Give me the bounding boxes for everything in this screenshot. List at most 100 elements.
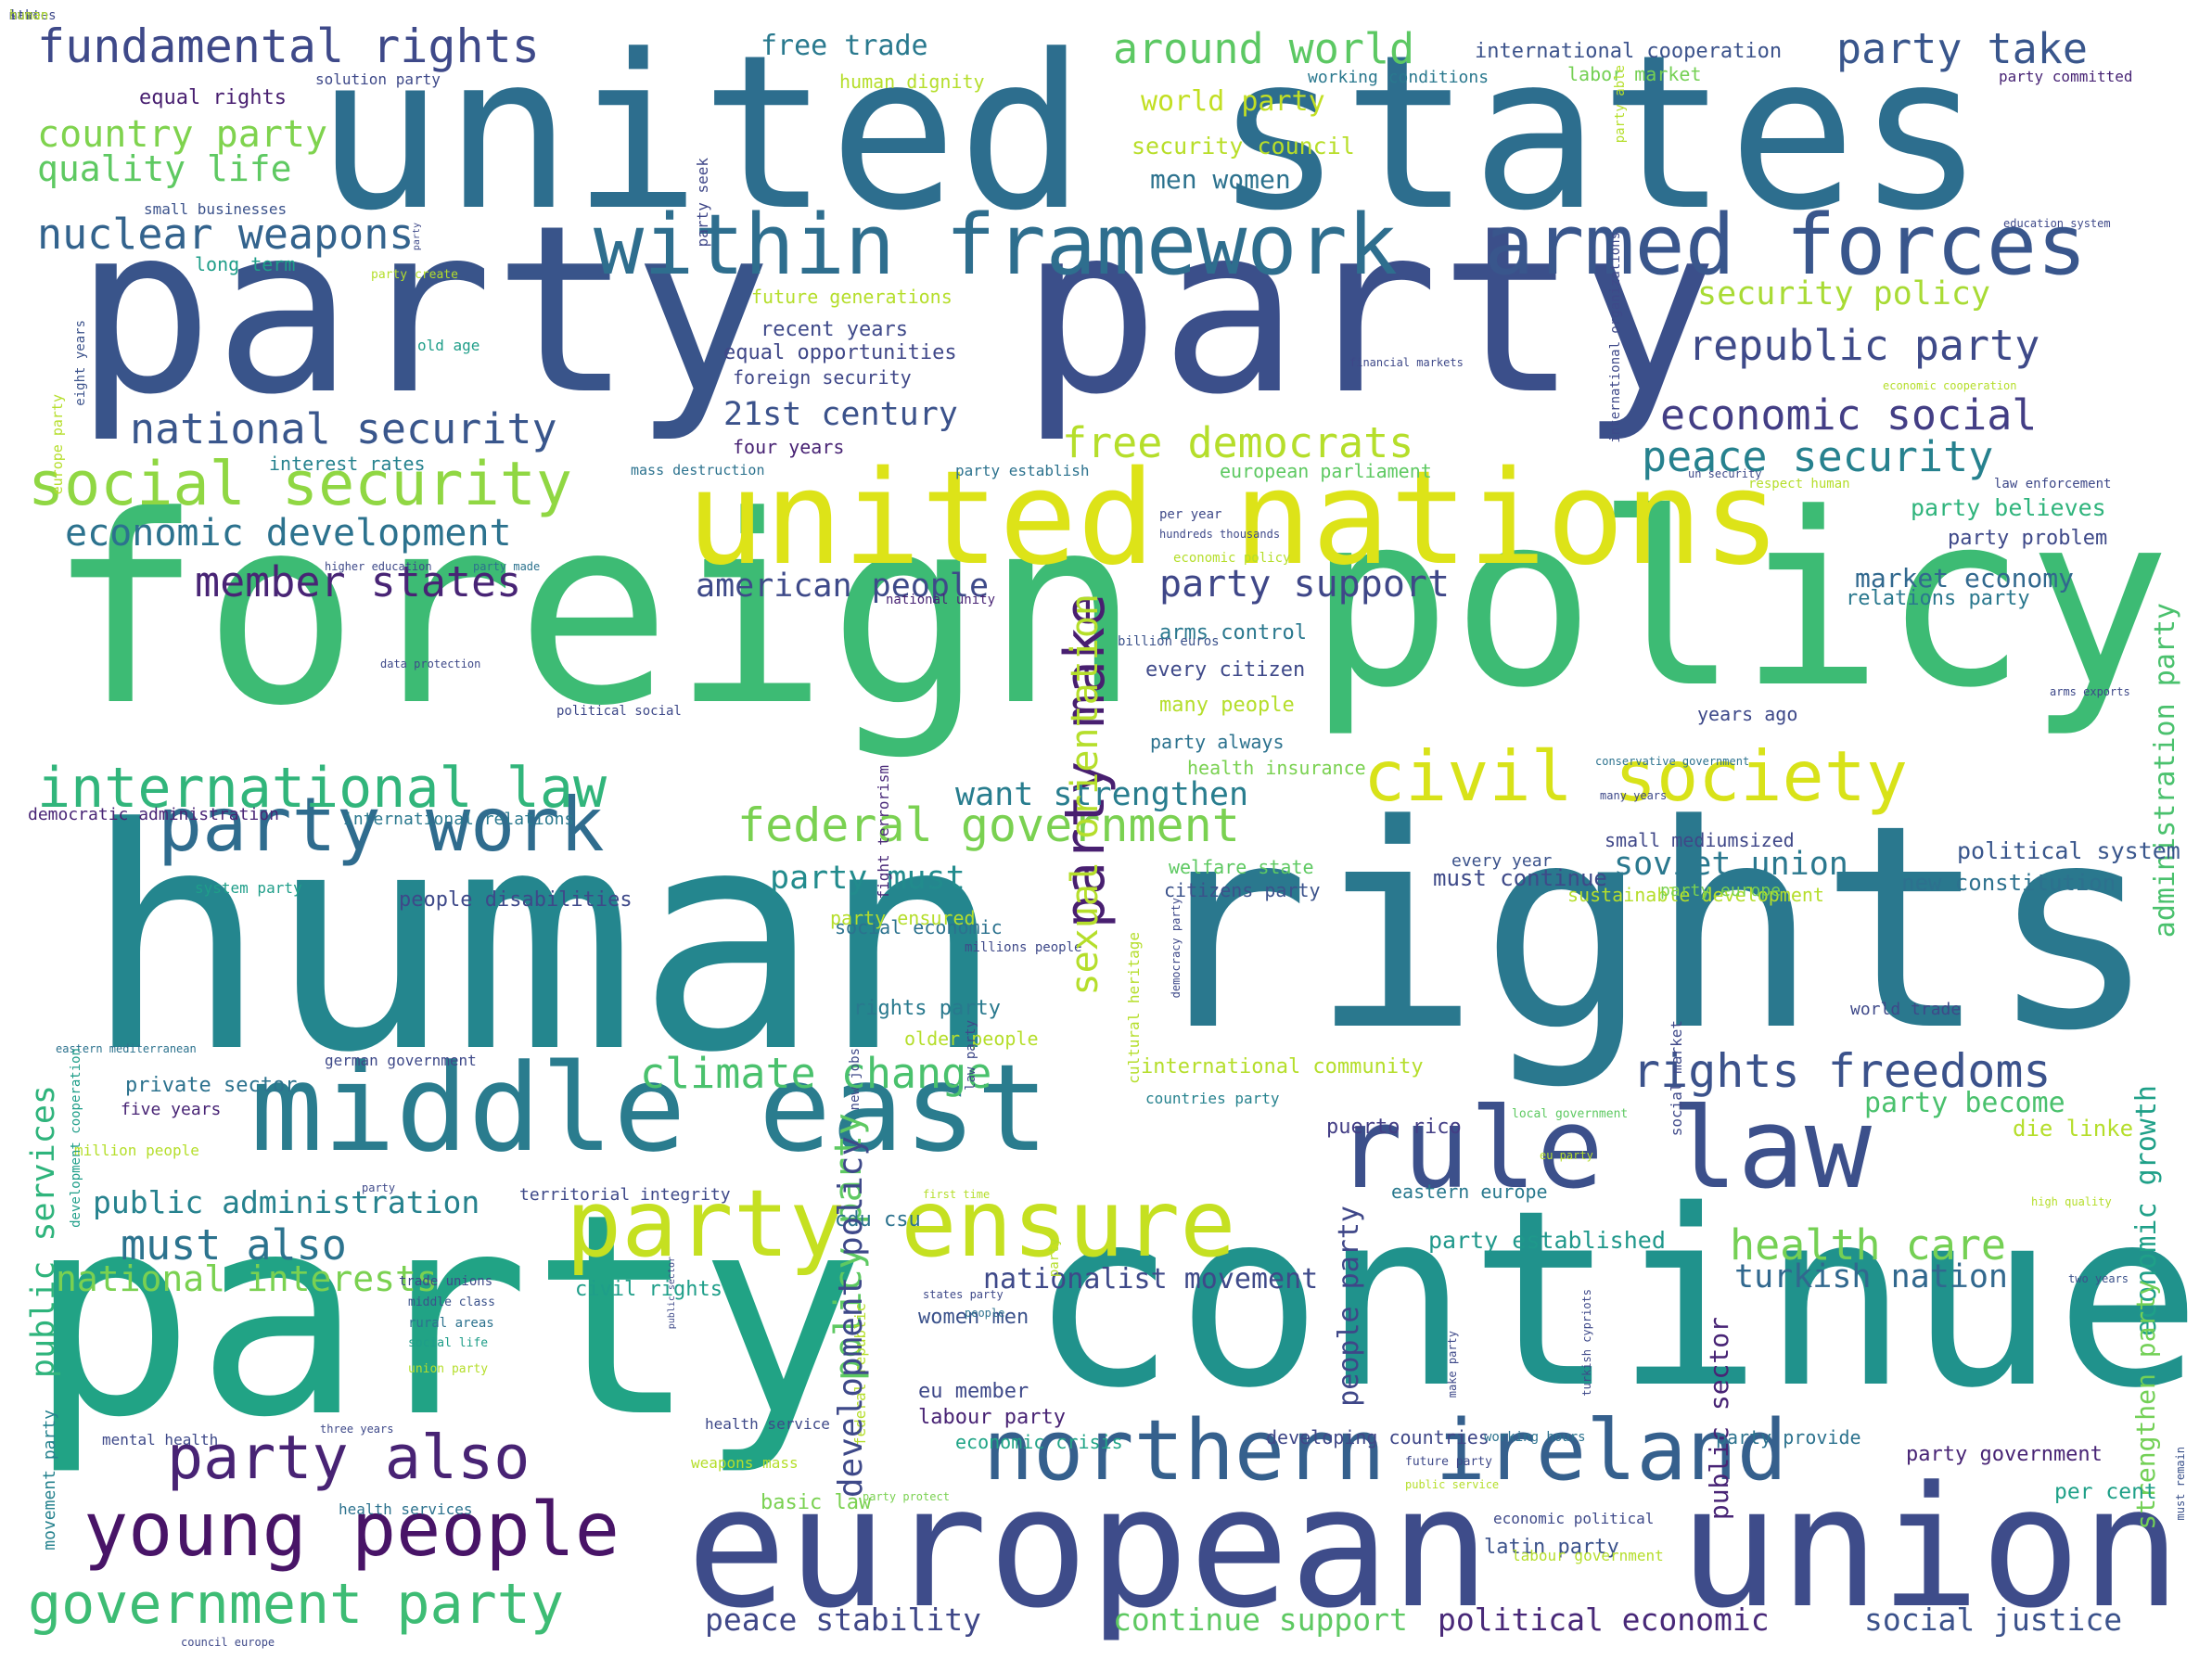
word: want strengthen bbox=[955, 776, 1249, 813]
word: working hours bbox=[1484, 1430, 1586, 1445]
word: middle class bbox=[408, 1295, 495, 1309]
word: foreign security bbox=[733, 366, 912, 389]
word: united states bbox=[315, 10, 1986, 258]
word: law bbox=[9, 8, 33, 23]
word: democracy party bbox=[1170, 898, 1183, 999]
word: 21st century bbox=[723, 396, 958, 433]
word: social life bbox=[408, 1336, 489, 1350]
word: per cent bbox=[2054, 1480, 2157, 1504]
word: europe party bbox=[49, 394, 66, 495]
word: party bbox=[362, 1181, 396, 1194]
word: welfare state bbox=[1169, 856, 1314, 878]
word: quality life bbox=[37, 148, 292, 189]
word: new jobs bbox=[848, 1048, 863, 1111]
word: political social bbox=[556, 704, 682, 719]
word: men women bbox=[1150, 164, 1291, 195]
word: party bbox=[1020, 175, 1719, 445]
word: countries party bbox=[1145, 1090, 1280, 1107]
word: basic law bbox=[761, 1491, 872, 1514]
word: every citizen bbox=[1145, 658, 1306, 682]
word: fight terrorism bbox=[875, 765, 892, 900]
word: around world bbox=[1113, 24, 1415, 73]
word: people party bbox=[1333, 1206, 1365, 1407]
word: latin party bbox=[1484, 1536, 1619, 1559]
word: small businesses bbox=[144, 200, 288, 218]
word: party europe bbox=[1660, 881, 1782, 900]
word: peace security bbox=[1642, 432, 1994, 481]
word: union bbox=[1679, 1451, 2181, 1645]
word: party bbox=[1047, 1238, 1062, 1278]
word: arms control bbox=[1159, 621, 1307, 645]
word: trade unions bbox=[399, 1274, 493, 1289]
word: public services bbox=[25, 1085, 62, 1379]
word: party also bbox=[167, 1423, 531, 1493]
word: every year bbox=[1451, 851, 1553, 871]
word: national unity bbox=[886, 593, 996, 607]
word: hundreds thousands bbox=[1159, 528, 1281, 541]
word: republic party bbox=[1688, 321, 2040, 370]
word: solution party bbox=[315, 70, 441, 88]
word: un security bbox=[1688, 467, 1762, 480]
word: security council bbox=[1132, 133, 1355, 160]
word: new constitution bbox=[1901, 870, 2116, 896]
word: two years bbox=[2068, 1272, 2129, 1285]
word: respect human bbox=[1748, 477, 1850, 491]
word: democratic administration bbox=[28, 805, 279, 824]
word: three years bbox=[320, 1423, 394, 1436]
word: party always bbox=[1150, 731, 1285, 753]
word: united nations bbox=[686, 443, 1782, 594]
word: law party bbox=[964, 1020, 978, 1091]
word: northern ireland bbox=[983, 1402, 1787, 1500]
word: party establish bbox=[955, 462, 1090, 479]
word: party take bbox=[1836, 24, 2088, 73]
word: future party bbox=[1405, 1455, 1492, 1469]
word: political system bbox=[1957, 837, 2180, 864]
word: human dignity bbox=[839, 70, 985, 93]
word: national security bbox=[130, 404, 557, 453]
word: armed forces bbox=[1484, 197, 2088, 294]
word: social justice bbox=[1864, 1602, 2123, 1638]
word: eastern europe bbox=[1391, 1181, 1548, 1203]
word: young people bbox=[83, 1487, 620, 1573]
word: women men bbox=[918, 1306, 1029, 1329]
word: economic development bbox=[65, 512, 512, 555]
word: party able bbox=[1613, 65, 1628, 144]
word: development policy bbox=[832, 1136, 870, 1499]
word: social market bbox=[1668, 1020, 1685, 1137]
word: economic political bbox=[1493, 1510, 1655, 1527]
word: financial markets bbox=[1349, 356, 1464, 369]
word: continue bbox=[1029, 1157, 2202, 1441]
word: private sector bbox=[125, 1074, 298, 1097]
word: party established bbox=[1428, 1227, 1666, 1254]
word: world party bbox=[1141, 85, 1325, 118]
word: party bbox=[74, 175, 773, 445]
word: cdu csu bbox=[835, 1208, 921, 1232]
word: international organizations bbox=[1608, 232, 1623, 443]
word: social security bbox=[28, 450, 572, 519]
word: party government bbox=[1906, 1443, 2103, 1466]
word: economic social bbox=[1660, 390, 2038, 440]
word: social economic bbox=[835, 916, 1003, 938]
word: rural areas bbox=[408, 1316, 494, 1331]
word: political economic bbox=[1438, 1602, 1770, 1638]
word: people bbox=[965, 1307, 1005, 1320]
word: older people bbox=[904, 1027, 1039, 1050]
word: international community bbox=[1141, 1055, 1424, 1079]
word: states party bbox=[923, 1288, 1004, 1301]
word: cultural heritage bbox=[1125, 932, 1143, 1084]
word: eastern mediterranean bbox=[56, 1042, 197, 1055]
word: party must bbox=[770, 860, 965, 897]
word: international relations bbox=[343, 810, 575, 829]
word: developing countries bbox=[1266, 1426, 1490, 1449]
word: foreign bbox=[46, 461, 1142, 763]
word: health care bbox=[1730, 1220, 2007, 1270]
word: rights party bbox=[853, 997, 1001, 1020]
word: millions people bbox=[965, 940, 1082, 955]
word: party bbox=[28, 1155, 866, 1478]
word: rights freedoms bbox=[1632, 1044, 2052, 1098]
word: interest rates bbox=[269, 453, 426, 475]
word: international law bbox=[37, 756, 607, 821]
word: turkish cypriots bbox=[1580, 1289, 1593, 1397]
word: turkish nation bbox=[1734, 1258, 2009, 1295]
word: middle east bbox=[250, 1038, 1049, 1179]
